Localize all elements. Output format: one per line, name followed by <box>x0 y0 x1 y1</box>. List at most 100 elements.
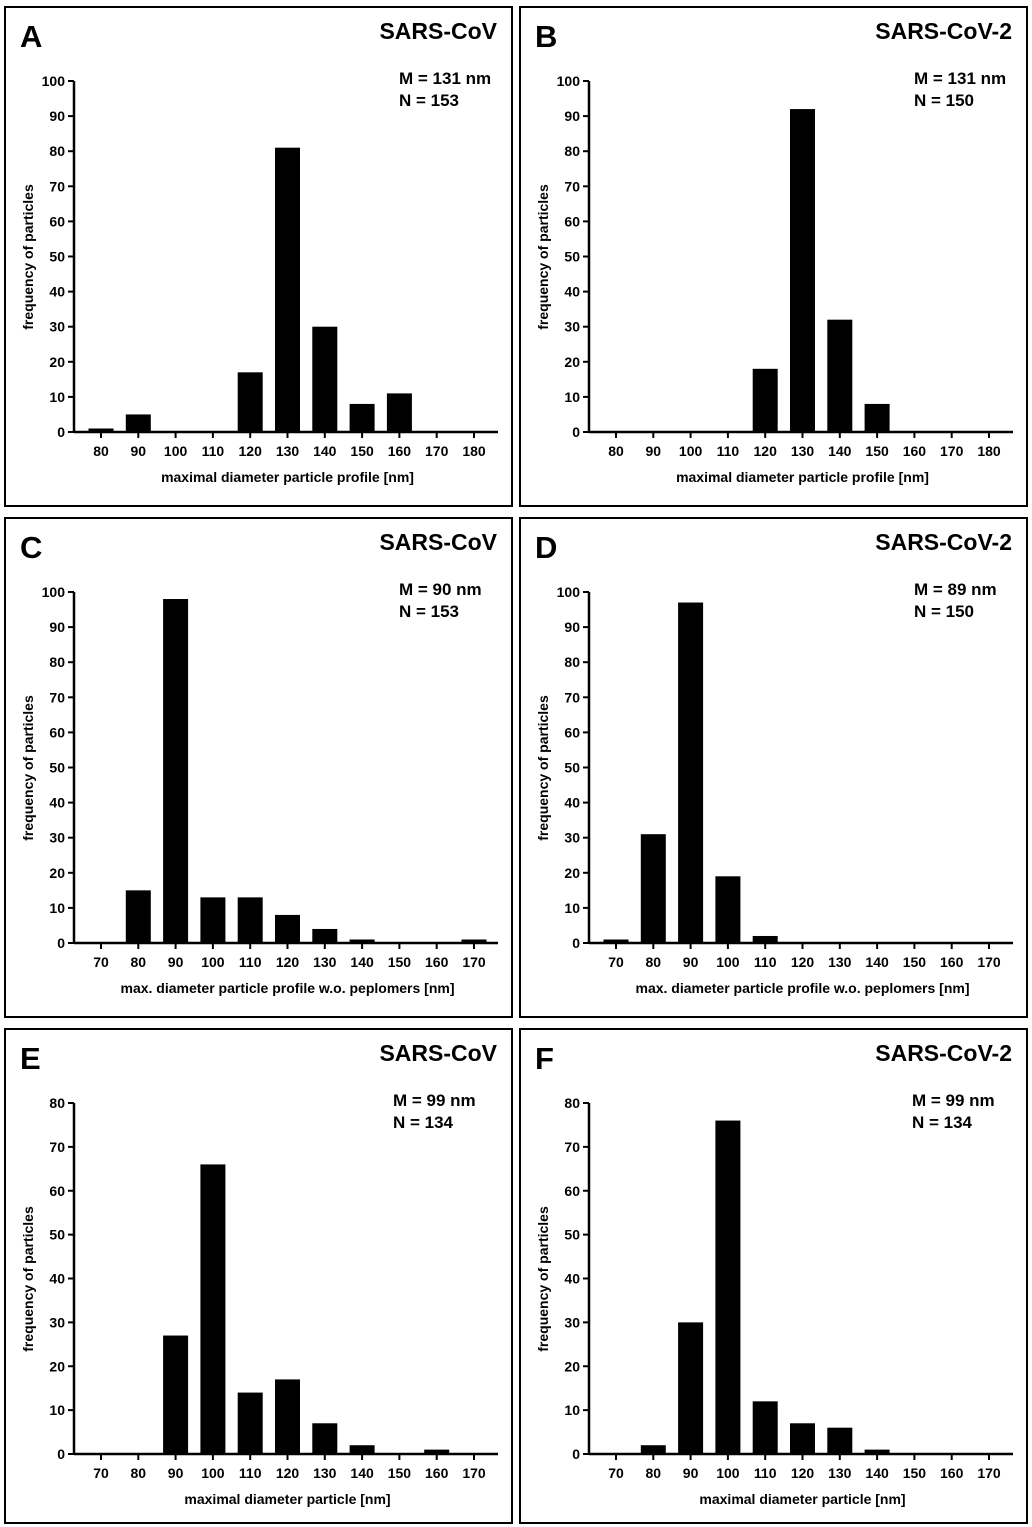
y-tick-label: 0 <box>572 424 580 440</box>
y-axis-label: frequency of particles <box>535 1205 551 1352</box>
x-tick-label: 70 <box>93 1465 109 1481</box>
y-tick-label: 40 <box>564 1271 580 1287</box>
y-tick-label: 90 <box>49 108 65 124</box>
stat-label: M = 90 nm <box>399 580 482 599</box>
y-tick-label: 50 <box>49 249 65 265</box>
y-axis-label: frequency of particles <box>535 694 551 841</box>
y-tick-label: 90 <box>49 619 65 635</box>
y-axis-label: frequency of particles <box>20 694 36 841</box>
x-tick-label: 120 <box>791 954 815 970</box>
chart-panel-b: 0 10 20 30 40 50 60 70 80 90 100 80 90 100 110 120 130 14… <box>519 6 1028 507</box>
x-tick-label: 80 <box>608 443 624 459</box>
y-tick-label: 0 <box>57 935 65 951</box>
bar <box>312 1423 338 1454</box>
y-tick-label: 0 <box>572 935 580 951</box>
y-tick-label: 20 <box>49 865 65 881</box>
x-tick-label: 160 <box>388 443 412 459</box>
x-tick-label: 90 <box>683 1465 699 1481</box>
y-tick-label: 40 <box>49 284 65 300</box>
x-tick-label: 120 <box>276 1465 300 1481</box>
stat-label: M = 89 nm <box>914 580 997 599</box>
x-tick-label: 170 <box>462 1465 486 1481</box>
x-tick-label: 110 <box>754 954 777 970</box>
bar <box>200 897 226 943</box>
x-tick-label: 90 <box>168 1465 184 1481</box>
y-tick-label: 80 <box>49 143 65 159</box>
y-tick-label: 60 <box>49 724 65 740</box>
y-tick-label: 10 <box>49 389 65 405</box>
bar <box>752 368 778 432</box>
bar <box>715 1120 741 1454</box>
x-tick-label: 150 <box>865 443 889 459</box>
panel-title: SARS-CoV <box>379 1040 497 1066</box>
panel-title: SARS-CoV-2 <box>875 18 1012 44</box>
bar <box>237 897 263 943</box>
y-tick-label: 30 <box>49 830 65 846</box>
bar <box>125 890 151 943</box>
x-tick-label: 130 <box>276 443 300 459</box>
panel-title: SARS-CoV-2 <box>875 529 1012 555</box>
x-tick-label: 140 <box>828 443 852 459</box>
chart-svg: 0 10 20 30 40 50 60 70 80 90 100 80 90 100 110 120 130 14… <box>42 73 498 459</box>
bar <box>640 1445 666 1454</box>
bar <box>200 1164 226 1454</box>
bar <box>275 147 300 432</box>
y-tick-label: 70 <box>49 1139 65 1155</box>
stat-label: N = 134 <box>912 1113 973 1132</box>
x-tick-label: 90 <box>131 443 147 459</box>
stat-label: M = 99 nm <box>912 1091 995 1110</box>
y-tick-label: 100 <box>42 73 66 89</box>
stat-label: N = 134 <box>393 1113 454 1132</box>
x-tick-label: 180 <box>977 443 1001 459</box>
bar <box>640 834 666 943</box>
x-tick-label: 110 <box>239 1465 262 1481</box>
panel-label: C <box>20 530 43 565</box>
stat-label: N = 153 <box>399 91 460 110</box>
x-tick-label: 100 <box>716 1465 740 1481</box>
y-tick-label: 10 <box>564 1402 580 1418</box>
x-tick-label: 170 <box>977 954 1001 970</box>
y-tick-label: 80 <box>564 143 580 159</box>
x-tick-label: 160 <box>940 954 964 970</box>
x-axis-label: maximal diameter particle profile [nm] <box>161 469 414 485</box>
y-tick-label: 70 <box>49 178 65 194</box>
panel-label: A <box>20 19 43 54</box>
x-tick-label: 120 <box>754 443 778 459</box>
y-tick-label: 100 <box>557 584 581 600</box>
bar <box>349 1445 375 1454</box>
y-tick-label: 90 <box>564 108 580 124</box>
y-tick-label: 50 <box>564 249 580 265</box>
x-axis-label: maximal diameter particle [nm] <box>184 1491 391 1507</box>
bar <box>864 1449 890 1454</box>
bar <box>163 599 189 943</box>
y-tick-label: 40 <box>564 284 580 300</box>
bar <box>125 414 151 432</box>
x-tick-label: 120 <box>791 1465 815 1481</box>
x-tick-label: 100 <box>201 954 225 970</box>
x-tick-label: 150 <box>903 954 927 970</box>
x-tick-label: 110 <box>754 1465 777 1481</box>
y-tick-label: 20 <box>564 1358 580 1374</box>
y-tick-label: 90 <box>564 619 580 635</box>
x-tick-label: 80 <box>646 1465 662 1481</box>
y-tick-label: 30 <box>564 830 580 846</box>
chart-panel-e: 0 10 20 30 40 50 60 70 80 70 80 90 100 110 120 130 140 15… <box>4 1028 513 1524</box>
x-tick-label: 150 <box>903 1465 927 1481</box>
y-tick-label: 30 <box>49 319 65 335</box>
bar <box>715 876 741 943</box>
chart-svg: 0 10 20 30 40 50 60 70 80 70 80 90 100 110 120 130 140 15… <box>564 1095 1013 1481</box>
y-tick-label: 80 <box>49 1095 65 1111</box>
y-tick-label: 100 <box>42 584 66 600</box>
bar <box>678 602 704 943</box>
bar <box>752 1401 778 1454</box>
stat-label: N = 150 <box>914 602 975 621</box>
x-tick-label: 170 <box>425 443 449 459</box>
x-tick-label: 80 <box>646 954 662 970</box>
y-tick-label: 10 <box>564 389 580 405</box>
chart-svg: 0 10 20 30 40 50 60 70 80 90 100 70 80 90 100 110 120 130… <box>557 584 1013 970</box>
bar <box>424 1449 450 1454</box>
bar <box>790 109 815 432</box>
y-tick-label: 20 <box>49 354 65 370</box>
chart-svg: 0 10 20 30 40 50 60 70 80 70 80 90 100 110 120 130 140 15… <box>49 1095 498 1481</box>
y-tick-label: 70 <box>49 689 65 705</box>
